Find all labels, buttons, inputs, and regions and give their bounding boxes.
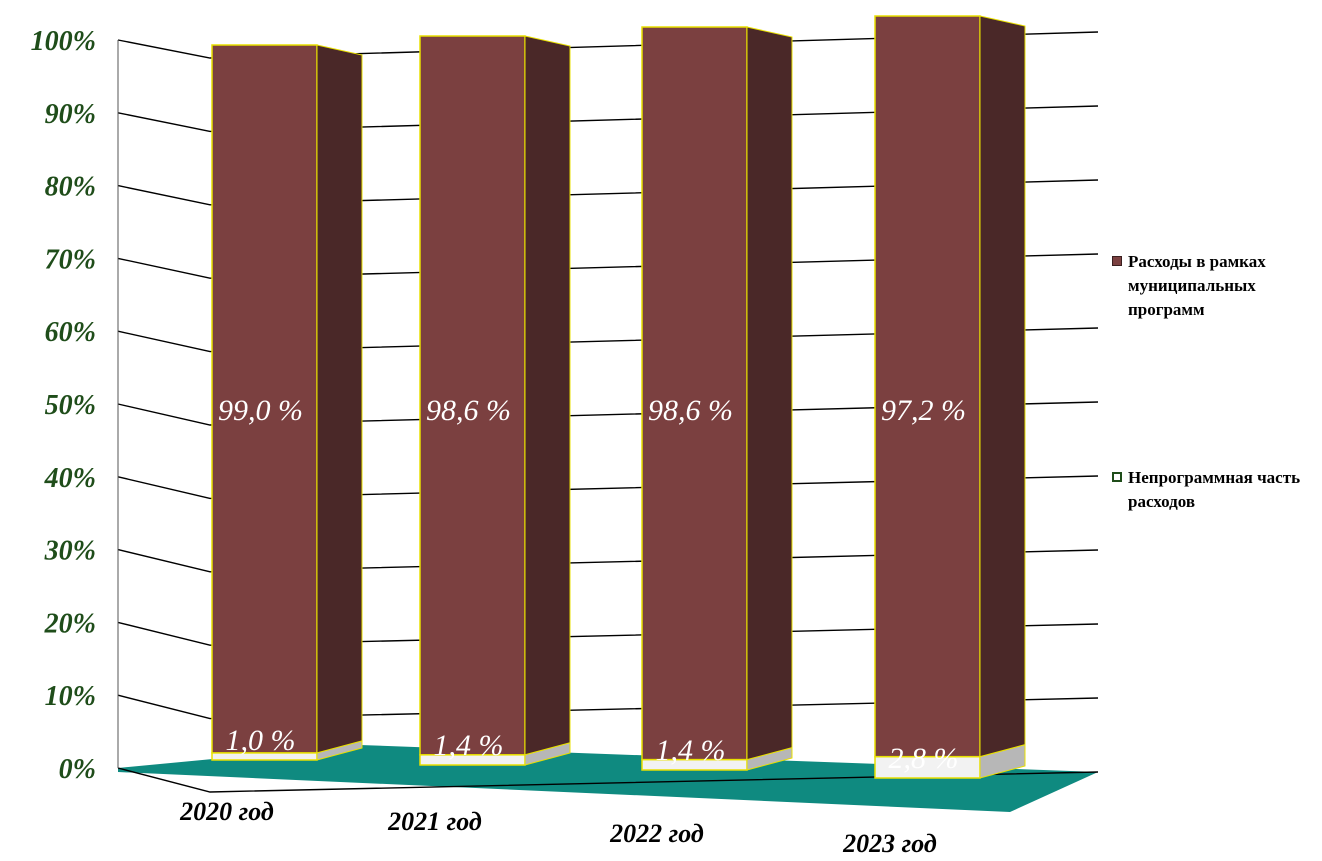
- y-tick-label: 70%: [45, 244, 96, 275]
- bar-segment-programs: [419, 35, 526, 756]
- bar-side-programs: [524, 35, 571, 756]
- data-label-nonprogram: 1,4 %: [434, 729, 504, 762]
- legend-item-programs: Расходы в рамках муниципальных программ: [1112, 250, 1317, 322]
- data-label-nonprogram: 2,8 %: [889, 742, 959, 775]
- data-label-programs: 97,2 %: [881, 394, 966, 427]
- gridline: [117, 105, 1099, 133]
- chart-legend: Расходы в рамках муниципальных программ …: [1112, 250, 1317, 514]
- y-tick-label: 20%: [44, 608, 96, 639]
- y-tick-label: 60%: [45, 317, 96, 348]
- legend-label-nonprogram: Непрограммная часть расходов: [1128, 468, 1301, 511]
- y-tick-label: 30%: [44, 536, 96, 567]
- gridline: [117, 621, 1099, 646]
- gridline: [117, 401, 1099, 426]
- data-label-nonprogram: 1,0 %: [226, 724, 296, 757]
- gridline: [117, 548, 1099, 573]
- y-tick-label: 10%: [45, 681, 96, 712]
- bar-segment-programs: [211, 44, 318, 754]
- gridline: [117, 253, 1099, 279]
- gridline: [117, 475, 1099, 500]
- gridline: [117, 767, 1099, 793]
- chart-floor: [118, 745, 1098, 812]
- chart-gridlines: [117, 31, 1099, 793]
- gridline: [117, 179, 1099, 206]
- y-tick-label: 100%: [31, 26, 96, 57]
- gridline: [117, 327, 1099, 353]
- bar-segment-programs: [641, 26, 748, 761]
- x-category-label: 2023 год: [842, 829, 937, 858]
- y-tick-label: 90%: [45, 99, 96, 130]
- y-tick-label: 50%: [45, 390, 96, 421]
- gridline: [117, 31, 1099, 59]
- x-category-label: 2020 год: [179, 797, 274, 826]
- bar-segment-programs: [874, 15, 981, 758]
- y-tick-label: 80%: [45, 172, 96, 203]
- data-label-nonprogram: 1,4 %: [656, 734, 726, 767]
- legend-swatch-nonprogram: [1112, 472, 1122, 482]
- legend-item-nonprogram: Непрограммная часть расходов: [1112, 466, 1317, 514]
- data-label-programs: 98,6 %: [426, 394, 511, 427]
- y-tick-label: 0%: [59, 754, 96, 785]
- bar-side-programs: [979, 15, 1026, 758]
- chart-bars: [211, 15, 1026, 779]
- bar-side-programs: [746, 26, 793, 761]
- y-tick-label: 40%: [44, 463, 96, 494]
- data-label-programs: 98,6 %: [648, 394, 733, 427]
- legend-swatch-programs: [1112, 256, 1122, 266]
- bar-side-programs: [316, 44, 363, 754]
- floor-plane: [118, 745, 1098, 812]
- x-category-label: 2021 год: [387, 807, 482, 836]
- chart-labels: 0% 10% 20% 30% 40% 50% 60% 70% 80% 90% 100% 99,0 % 1…: [31, 26, 966, 858]
- x-category-label: 2022 год: [609, 819, 704, 848]
- legend-label-programs: Расходы в рамках муниципальных программ: [1128, 252, 1266, 319]
- data-label-programs: 99,0 %: [218, 394, 303, 427]
- gridline: [117, 694, 1099, 720]
